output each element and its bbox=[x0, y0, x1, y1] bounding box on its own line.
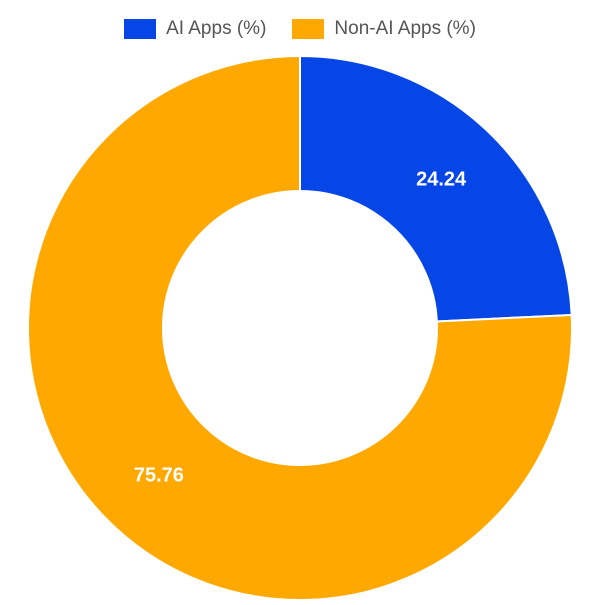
chart-legend: AI Apps (%) Non-AI Apps (%) bbox=[0, 18, 600, 40]
donut-slices bbox=[27, 54, 573, 601]
legend-swatch-ai-apps bbox=[124, 19, 157, 39]
legend-swatch-non-ai-apps bbox=[292, 19, 325, 39]
slice-value-label-non-ai-apps: 75.76 bbox=[134, 464, 184, 486]
donut-slice-labels: 24.24 75.76 bbox=[134, 168, 467, 486]
legend-item-ai-apps[interactable]: AI Apps (%) bbox=[124, 18, 266, 40]
donut-slice-ai-apps[interactable] bbox=[299, 54, 573, 323]
donut-slice-non-ai-apps[interactable] bbox=[27, 54, 573, 601]
legend-label-ai-apps: AI Apps (%) bbox=[166, 18, 267, 39]
legend-item-non-ai-apps[interactable]: Non-AI Apps (%) bbox=[292, 18, 476, 40]
legend-label-non-ai-apps: Non-AI Apps (%) bbox=[334, 18, 476, 39]
slice-value-label-ai-apps: 24.24 bbox=[416, 168, 467, 190]
